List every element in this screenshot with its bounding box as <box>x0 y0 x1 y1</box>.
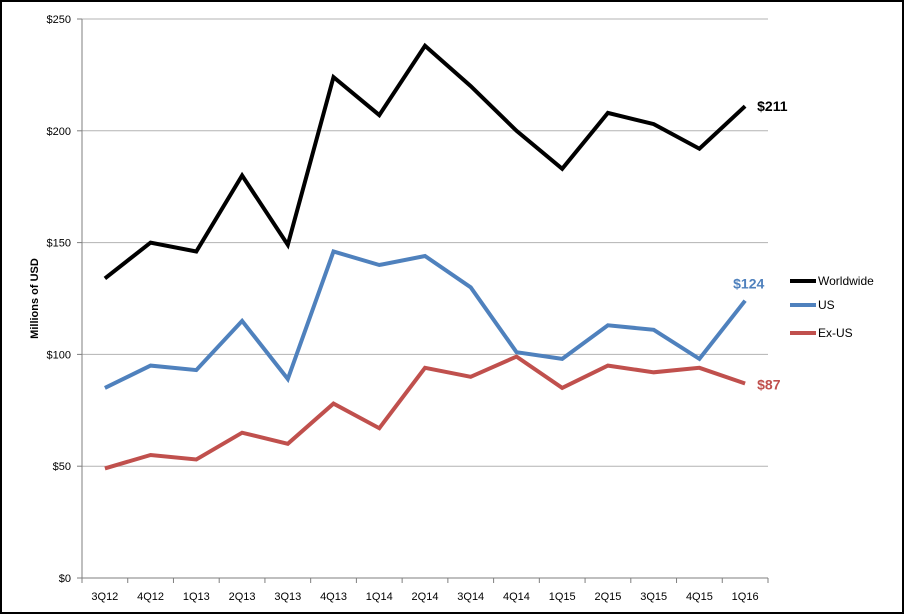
y-tick-label: $200 <box>47 126 71 138</box>
x-tick-label: 1Q16 <box>732 591 759 603</box>
end-label: $211 <box>757 98 788 114</box>
x-tick-label: 4Q13 <box>320 591 347 603</box>
x-tick-label: 2Q14 <box>412 591 439 603</box>
x-tick-label: 1Q15 <box>549 591 576 603</box>
x-tick-label: 3Q13 <box>274 591 301 603</box>
x-tick-label: 1Q14 <box>366 591 393 603</box>
x-tick-labels: 3Q12 4Q12 1Q13 2Q13 3Q13 4Q13 1Q14 2Q14 3Q14 4Q14… <box>91 591 758 603</box>
gridlines <box>82 18 768 467</box>
legend-label: Worldwide <box>818 274 874 288</box>
y-tick-label: $100 <box>47 349 71 361</box>
series-lines <box>103 42 747 471</box>
x-tick-label: 3Q12 <box>91 591 118 603</box>
y-tick-labels: $0 $50 $100 $150 $200 $250 <box>47 14 71 585</box>
series-line-ex-us <box>104 354 746 471</box>
end-labels: $211 $124 $87 <box>733 98 788 392</box>
series-line-us <box>104 249 747 390</box>
x-tick-label: 2Q15 <box>594 591 621 603</box>
legend: Worldwide US Ex-US <box>790 274 874 340</box>
y-tick-label: $150 <box>47 238 71 250</box>
x-tick-label: 3Q15 <box>640 591 667 603</box>
y-tick-label: $250 <box>47 14 71 26</box>
series-line-worldwide <box>103 42 747 280</box>
end-label: $124 <box>733 276 764 292</box>
end-label: $87 <box>757 376 781 392</box>
y-tick-label: $0 <box>59 573 71 585</box>
x-tick-label: 2Q13 <box>229 591 256 603</box>
y-axis-label: Millions of USD <box>29 258 41 339</box>
x-tick-label: 4Q14 <box>503 591 530 603</box>
x-tick-label: 3Q14 <box>457 591 484 603</box>
x-tick-label: 4Q15 <box>686 591 713 603</box>
x-tick-label: 4Q12 <box>137 591 164 603</box>
legend-label: US <box>818 298 835 312</box>
y-tick-label: $50 <box>53 461 71 473</box>
axes <box>77 18 769 583</box>
x-tick-label: 1Q13 <box>183 591 210 603</box>
legend-label: Ex-US <box>818 326 853 340</box>
